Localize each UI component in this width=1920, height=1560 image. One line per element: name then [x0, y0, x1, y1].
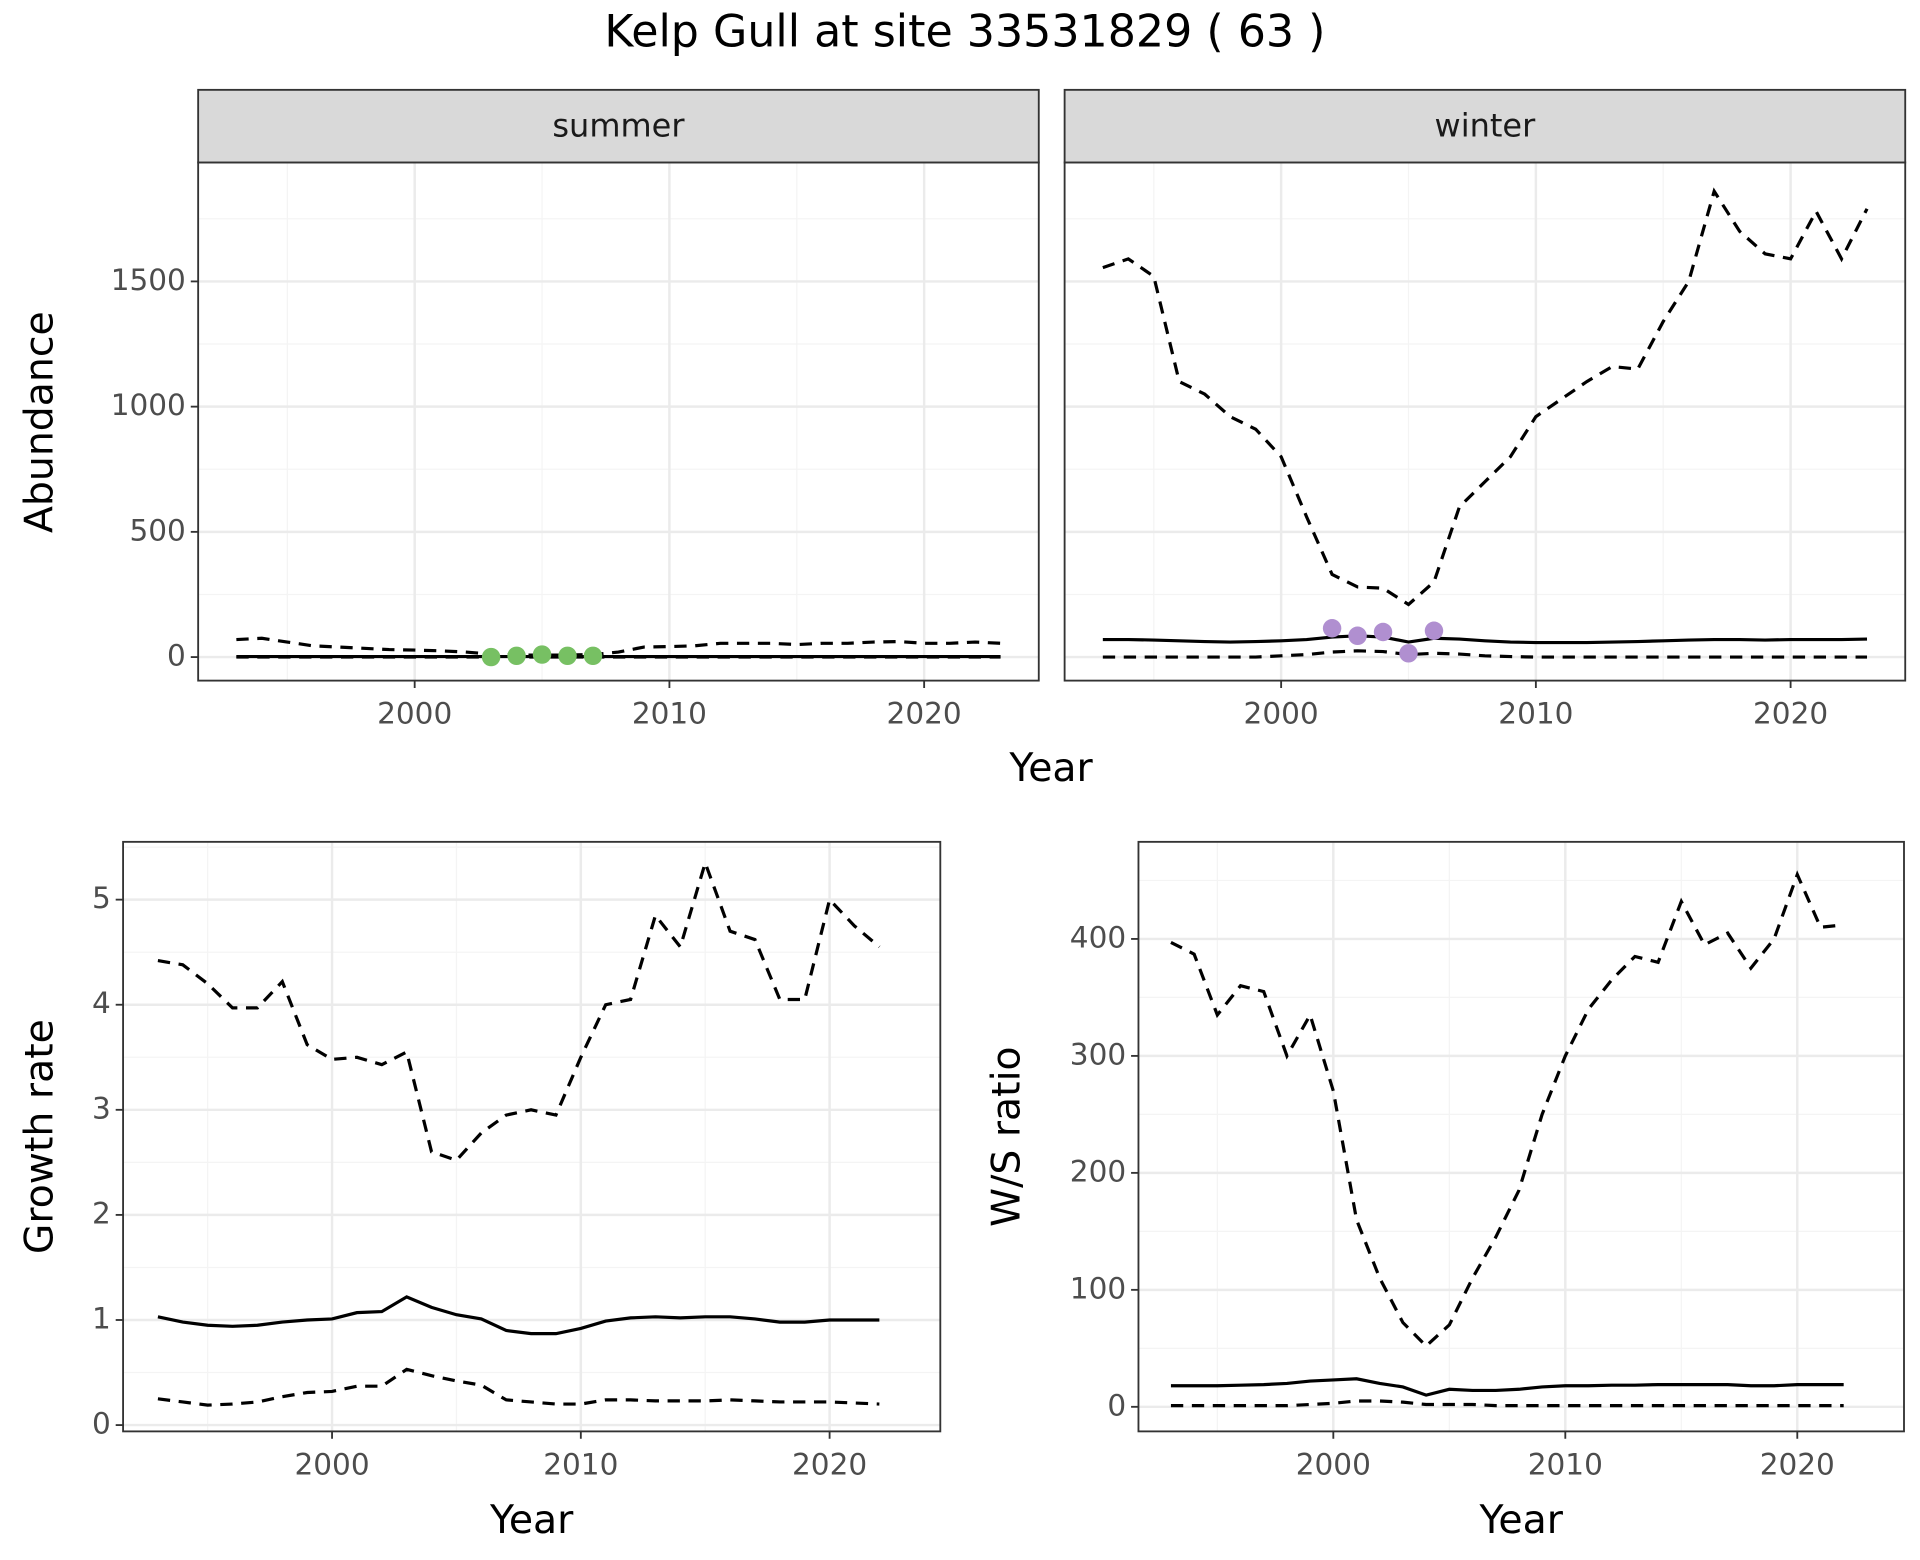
y-tick-label: 100 — [1070, 1271, 1126, 1305]
series-line — [157, 1295, 880, 1336]
x-tick-label: 2020 — [1760, 1447, 1835, 1481]
x-axis-title: Year — [1008, 745, 1093, 791]
series-line — [1102, 649, 1868, 659]
x-tick-label: 2000 — [1296, 1447, 1371, 1481]
data-point — [1322, 619, 1342, 638]
series-line — [1170, 1377, 1844, 1397]
x-tick-label: 2000 — [377, 697, 452, 731]
series-line — [1102, 187, 1869, 607]
series-line — [157, 857, 881, 1163]
x-tick-label: 2020 — [792, 1447, 867, 1481]
y-tick-label: 400 — [1070, 920, 1126, 954]
panel-border — [122, 840, 942, 1433]
panel-border — [1137, 840, 1905, 1433]
data-point — [1399, 644, 1418, 663]
data-point — [507, 646, 526, 666]
y-tick-label: 200 — [1070, 1154, 1126, 1188]
x-tick-label: 2000 — [1244, 697, 1319, 731]
data-point — [583, 646, 603, 666]
panel-background — [1138, 841, 1904, 1432]
facet-label: summer — [552, 106, 685, 144]
figure-title: Kelp Gull at site 33531829 ( 63 ) — [604, 6, 1325, 57]
facet-strip — [1063, 88, 1907, 164]
y-tick-label: 0 — [167, 639, 186, 673]
facet-strip — [197, 88, 1040, 164]
data-point — [1348, 626, 1367, 646]
y-tick-label: 1000 — [111, 388, 186, 422]
y-tick-label: 0 — [1107, 1388, 1126, 1422]
data-point — [1424, 621, 1444, 641]
y-tick-label: 2 — [92, 1196, 111, 1230]
series-line — [1170, 1399, 1844, 1408]
y-tick-label: 3 — [92, 1091, 111, 1125]
series-line — [1102, 634, 1868, 645]
x-tick-label: 2000 — [294, 1447, 369, 1481]
y-tick-label: 300 — [1070, 1037, 1126, 1071]
y-tick-label: 1500 — [111, 263, 186, 297]
facet-label: winter — [1435, 106, 1537, 144]
x-tick-label: 2010 — [543, 1447, 618, 1481]
y-tick-label: 500 — [130, 513, 186, 547]
data-point — [558, 646, 577, 666]
data-point — [1373, 622, 1393, 642]
series-line — [1170, 870, 1844, 1349]
y-tick-label: 1 — [92, 1301, 111, 1335]
x-tick-label: 2020 — [887, 697, 962, 731]
y-tick-label: 5 — [92, 881, 111, 915]
y-tick-label: 4 — [92, 986, 111, 1020]
x-tick-label: 2010 — [1498, 697, 1573, 731]
series-line — [157, 1367, 880, 1407]
panel-background — [198, 162, 1039, 681]
x-axis-title: Year — [489, 1497, 574, 1543]
data-point — [481, 647, 501, 667]
x-tick-label: 2010 — [1528, 1447, 1603, 1481]
y-tick-label: 0 — [92, 1407, 111, 1441]
y-axis-title: Abundance — [16, 311, 62, 533]
x-tick-label: 2010 — [632, 697, 707, 731]
y-axis-title: Growth rate — [16, 1019, 62, 1254]
panel-background — [1064, 162, 1906, 681]
panel-background — [123, 841, 941, 1432]
y-axis-title: W/S ratio — [984, 1046, 1030, 1227]
series-line — [236, 636, 1001, 657]
data-point — [532, 645, 552, 664]
x-tick-label: 2020 — [1753, 697, 1828, 731]
x-axis-title: Year — [1479, 1497, 1564, 1543]
